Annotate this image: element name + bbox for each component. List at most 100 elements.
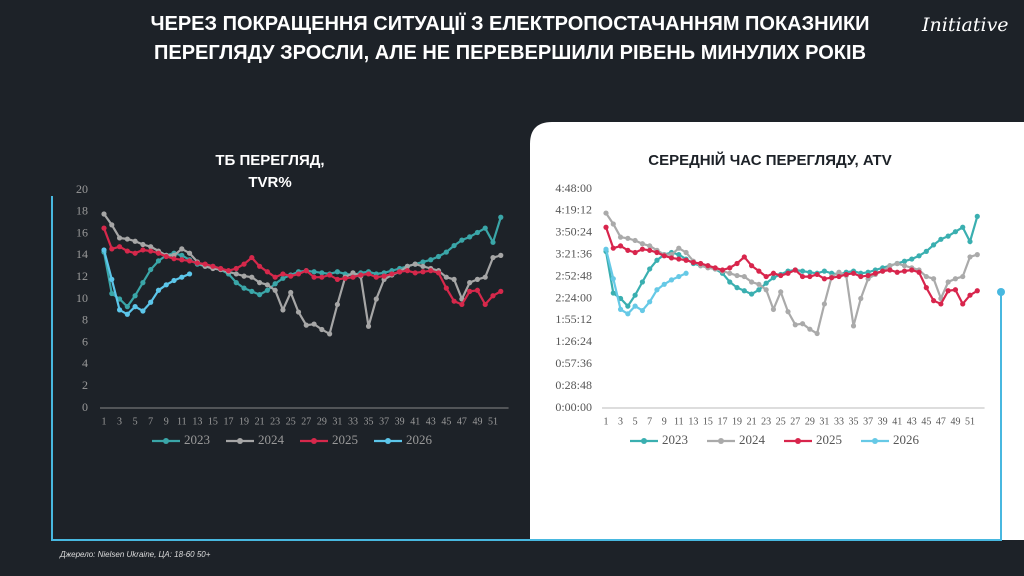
point [960,273,966,280]
point [763,273,769,280]
point [459,237,465,243]
x-tick-label: 37 [379,416,389,427]
point [967,238,973,245]
point [148,299,154,305]
point [770,270,777,276]
legend-marker [795,438,801,444]
x-tick-label: 1 [102,416,107,427]
point [179,274,185,280]
point [734,260,740,267]
point [397,269,403,275]
x-tick-label: 27 [790,416,800,427]
point [443,249,449,255]
point [916,253,922,259]
legend-label: 2026 [406,432,433,447]
point [814,271,820,278]
point [727,270,733,276]
point [264,282,270,288]
point [186,250,193,256]
point [490,293,496,299]
frame-dot [997,288,1005,296]
point [850,270,857,276]
x-tick-label: 15 [703,416,713,427]
point [880,268,886,274]
point [474,287,481,293]
point [661,281,667,287]
legend-label: 2026 [893,432,920,447]
point [303,322,309,328]
point [272,287,278,293]
point [603,224,609,230]
legend-marker [385,438,391,444]
chart-title: СЕРЕДНІЙ ЧАС ПЕРЕГЛЯДУ, ATV [648,152,892,169]
point [365,271,372,277]
x-tick-label: 19 [732,416,742,427]
point [639,279,646,285]
x-tick-label: 3 [117,416,122,427]
x-tick-label: 35 [364,416,374,427]
point [264,287,270,293]
x-tick-label: 5 [633,416,638,427]
point [901,263,908,269]
point [381,273,387,279]
point [140,280,146,286]
point [778,272,784,279]
point [938,301,944,307]
point [741,288,747,294]
point [482,274,488,280]
series-line [605,212,978,336]
y-tick-label: 3:21:36 [555,246,592,260]
point [280,275,286,281]
point [923,273,929,280]
point [233,280,239,286]
series-line [102,216,502,309]
point [428,268,434,274]
point [420,269,426,275]
point [264,269,270,275]
point [257,280,263,286]
point [756,268,762,274]
point [974,288,980,294]
x-tick-label: 23 [270,416,280,427]
point [451,298,457,304]
point [647,266,653,272]
point [778,289,784,295]
point [202,261,208,267]
point [288,289,294,296]
point [482,301,488,308]
point [148,248,154,254]
point [474,229,481,236]
point [749,263,755,269]
point [639,246,646,252]
point [836,273,842,280]
point [327,331,333,337]
point [373,274,379,280]
point [647,299,653,305]
point [625,247,631,253]
point [668,277,675,283]
y-tick-label: 0 [82,400,88,414]
point [365,323,372,329]
point [148,266,154,273]
point [770,275,777,281]
point [257,292,263,298]
point [807,269,813,275]
x-tick-label: 51 [488,416,498,427]
point [101,211,107,217]
point [719,267,726,273]
x-tick-label: 31 [332,416,342,427]
point [218,265,224,272]
legend-marker [311,438,317,444]
series-line [103,213,502,336]
point [792,267,798,273]
point [257,263,263,269]
x-tick-label: 3 [618,416,623,427]
point [132,293,138,299]
panel [530,122,1024,540]
point [490,239,496,245]
point [124,311,130,317]
x-tick-label: 17 [717,416,727,427]
point [610,276,616,282]
